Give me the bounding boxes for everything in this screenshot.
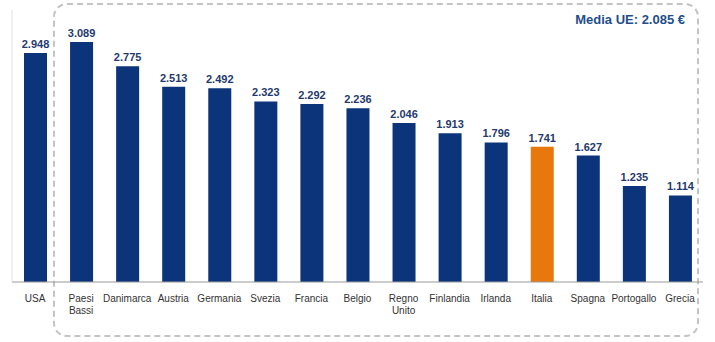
svg-text:Francia: Francia (295, 293, 329, 304)
svg-text:Germania: Germania (197, 293, 241, 304)
svg-text:Irlanda: Irlanda (480, 293, 511, 304)
svg-text:Austria: Austria (158, 293, 190, 304)
svg-text:Finlandia: Finlandia (429, 293, 470, 304)
svg-text:RegnoUnito: RegnoUnito (389, 293, 419, 316)
svg-text:1.913: 1.913 (436, 118, 464, 130)
svg-text:1.796: 1.796 (482, 127, 510, 139)
svg-text:Danimarca: Danimarca (103, 293, 152, 304)
svg-text:2.513: 2.513 (160, 72, 188, 84)
svg-text:1.627: 1.627 (575, 141, 603, 153)
svg-text:1.114: 1.114 (667, 180, 695, 192)
svg-text:PaesiBassi: PaesiBassi (69, 293, 94, 316)
svg-text:2.948: 2.948 (22, 38, 50, 50)
svg-text:2.492: 2.492 (206, 73, 234, 85)
svg-text:2.292: 2.292 (298, 89, 326, 101)
svg-text:Grecia: Grecia (665, 293, 695, 304)
svg-text:Italia: Italia (531, 293, 553, 304)
svg-text:1.235: 1.235 (621, 171, 649, 183)
svg-text:USA: USA (25, 293, 46, 304)
svg-text:1.741: 1.741 (528, 132, 556, 144)
svg-text:2.775: 2.775 (114, 51, 142, 63)
svg-text:Svezia: Svezia (250, 293, 280, 304)
svg-text:2.323: 2.323 (252, 86, 280, 98)
svg-text:Belgio: Belgio (344, 293, 372, 304)
svg-text:3.089: 3.089 (68, 27, 96, 39)
svg-text:Spagna: Spagna (571, 293, 606, 304)
svg-text:2.236: 2.236 (344, 93, 372, 105)
svg-text:2.046: 2.046 (390, 108, 418, 120)
svg-text:Portogallo: Portogallo (611, 293, 656, 304)
html-text:Media UE: 2.085 €: Media UE: 2.085 € (575, 12, 685, 27)
